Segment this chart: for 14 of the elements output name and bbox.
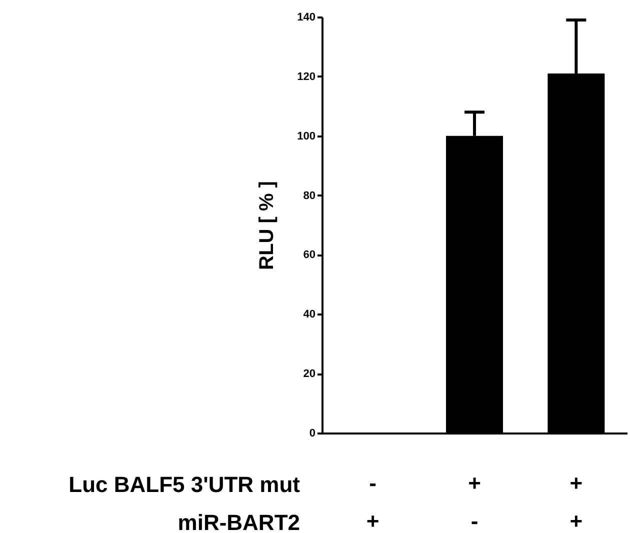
y-tick-label: 120 — [297, 70, 316, 83]
x-tick-label: - + — [366, 470, 380, 533]
x-tick-label: + - — [468, 470, 481, 533]
y-tick-label: 40 — [303, 308, 316, 321]
y-tick-label: 0 — [309, 428, 316, 440]
text: Luc BALF5 3'UTR mut — [68, 472, 301, 497]
y-tick-label: 100 — [297, 130, 316, 142]
y-tick-label: 140 — [297, 12, 316, 24]
y-axis-title: RLU [ % ] — [256, 181, 278, 270]
y-tick-label: 60 — [303, 249, 316, 262]
text: miR-BART2 — [178, 510, 300, 533]
x-tick-label: + + — [570, 470, 583, 533]
y-tick-label: 20 — [303, 368, 316, 380]
y-tick-label: 80 — [303, 190, 316, 202]
